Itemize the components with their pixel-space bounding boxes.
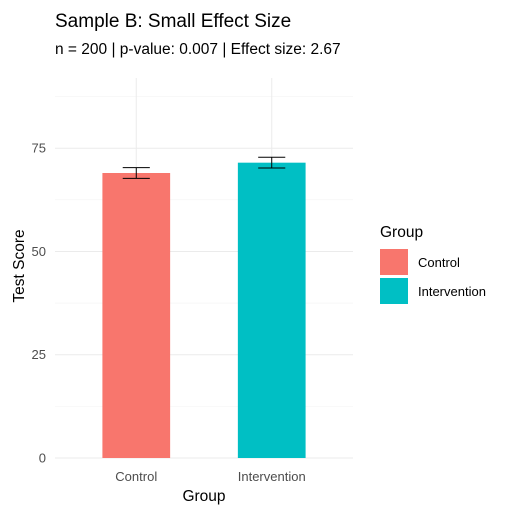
legend-title: Group bbox=[380, 224, 423, 241]
y-tick-label: 25 bbox=[32, 347, 46, 362]
bar-intervention bbox=[237, 162, 306, 458]
y-tick-labels: 0 25 50 75 bbox=[32, 141, 46, 466]
x-tick-label: Control bbox=[115, 469, 157, 484]
legend-swatch-intervention bbox=[380, 278, 408, 304]
legend-swatch-control bbox=[380, 249, 408, 275]
y-axis-title: Test Score bbox=[11, 229, 28, 302]
bars-layer bbox=[102, 162, 306, 458]
y-tick-label: 50 bbox=[32, 244, 46, 259]
y-tick-label: 75 bbox=[32, 141, 46, 156]
plot-grid bbox=[55, 78, 353, 459]
x-tick-label: Intervention bbox=[238, 469, 306, 484]
legend-label-control: Control bbox=[418, 255, 460, 270]
chart-subtitle: n = 200 | p-value: 0.007 | Effect size: … bbox=[55, 41, 341, 58]
legend-label-intervention: Intervention bbox=[418, 284, 486, 299]
x-tick-labels: Control Intervention bbox=[115, 469, 305, 484]
bar-control bbox=[102, 173, 171, 458]
legend: Group Control Intervention bbox=[380, 224, 486, 304]
chart-title: Sample B: Small Effect Size bbox=[55, 11, 291, 32]
x-axis-title: Group bbox=[182, 488, 225, 505]
y-tick-label: 0 bbox=[39, 451, 46, 466]
error-bars-layer bbox=[122, 156, 286, 179]
